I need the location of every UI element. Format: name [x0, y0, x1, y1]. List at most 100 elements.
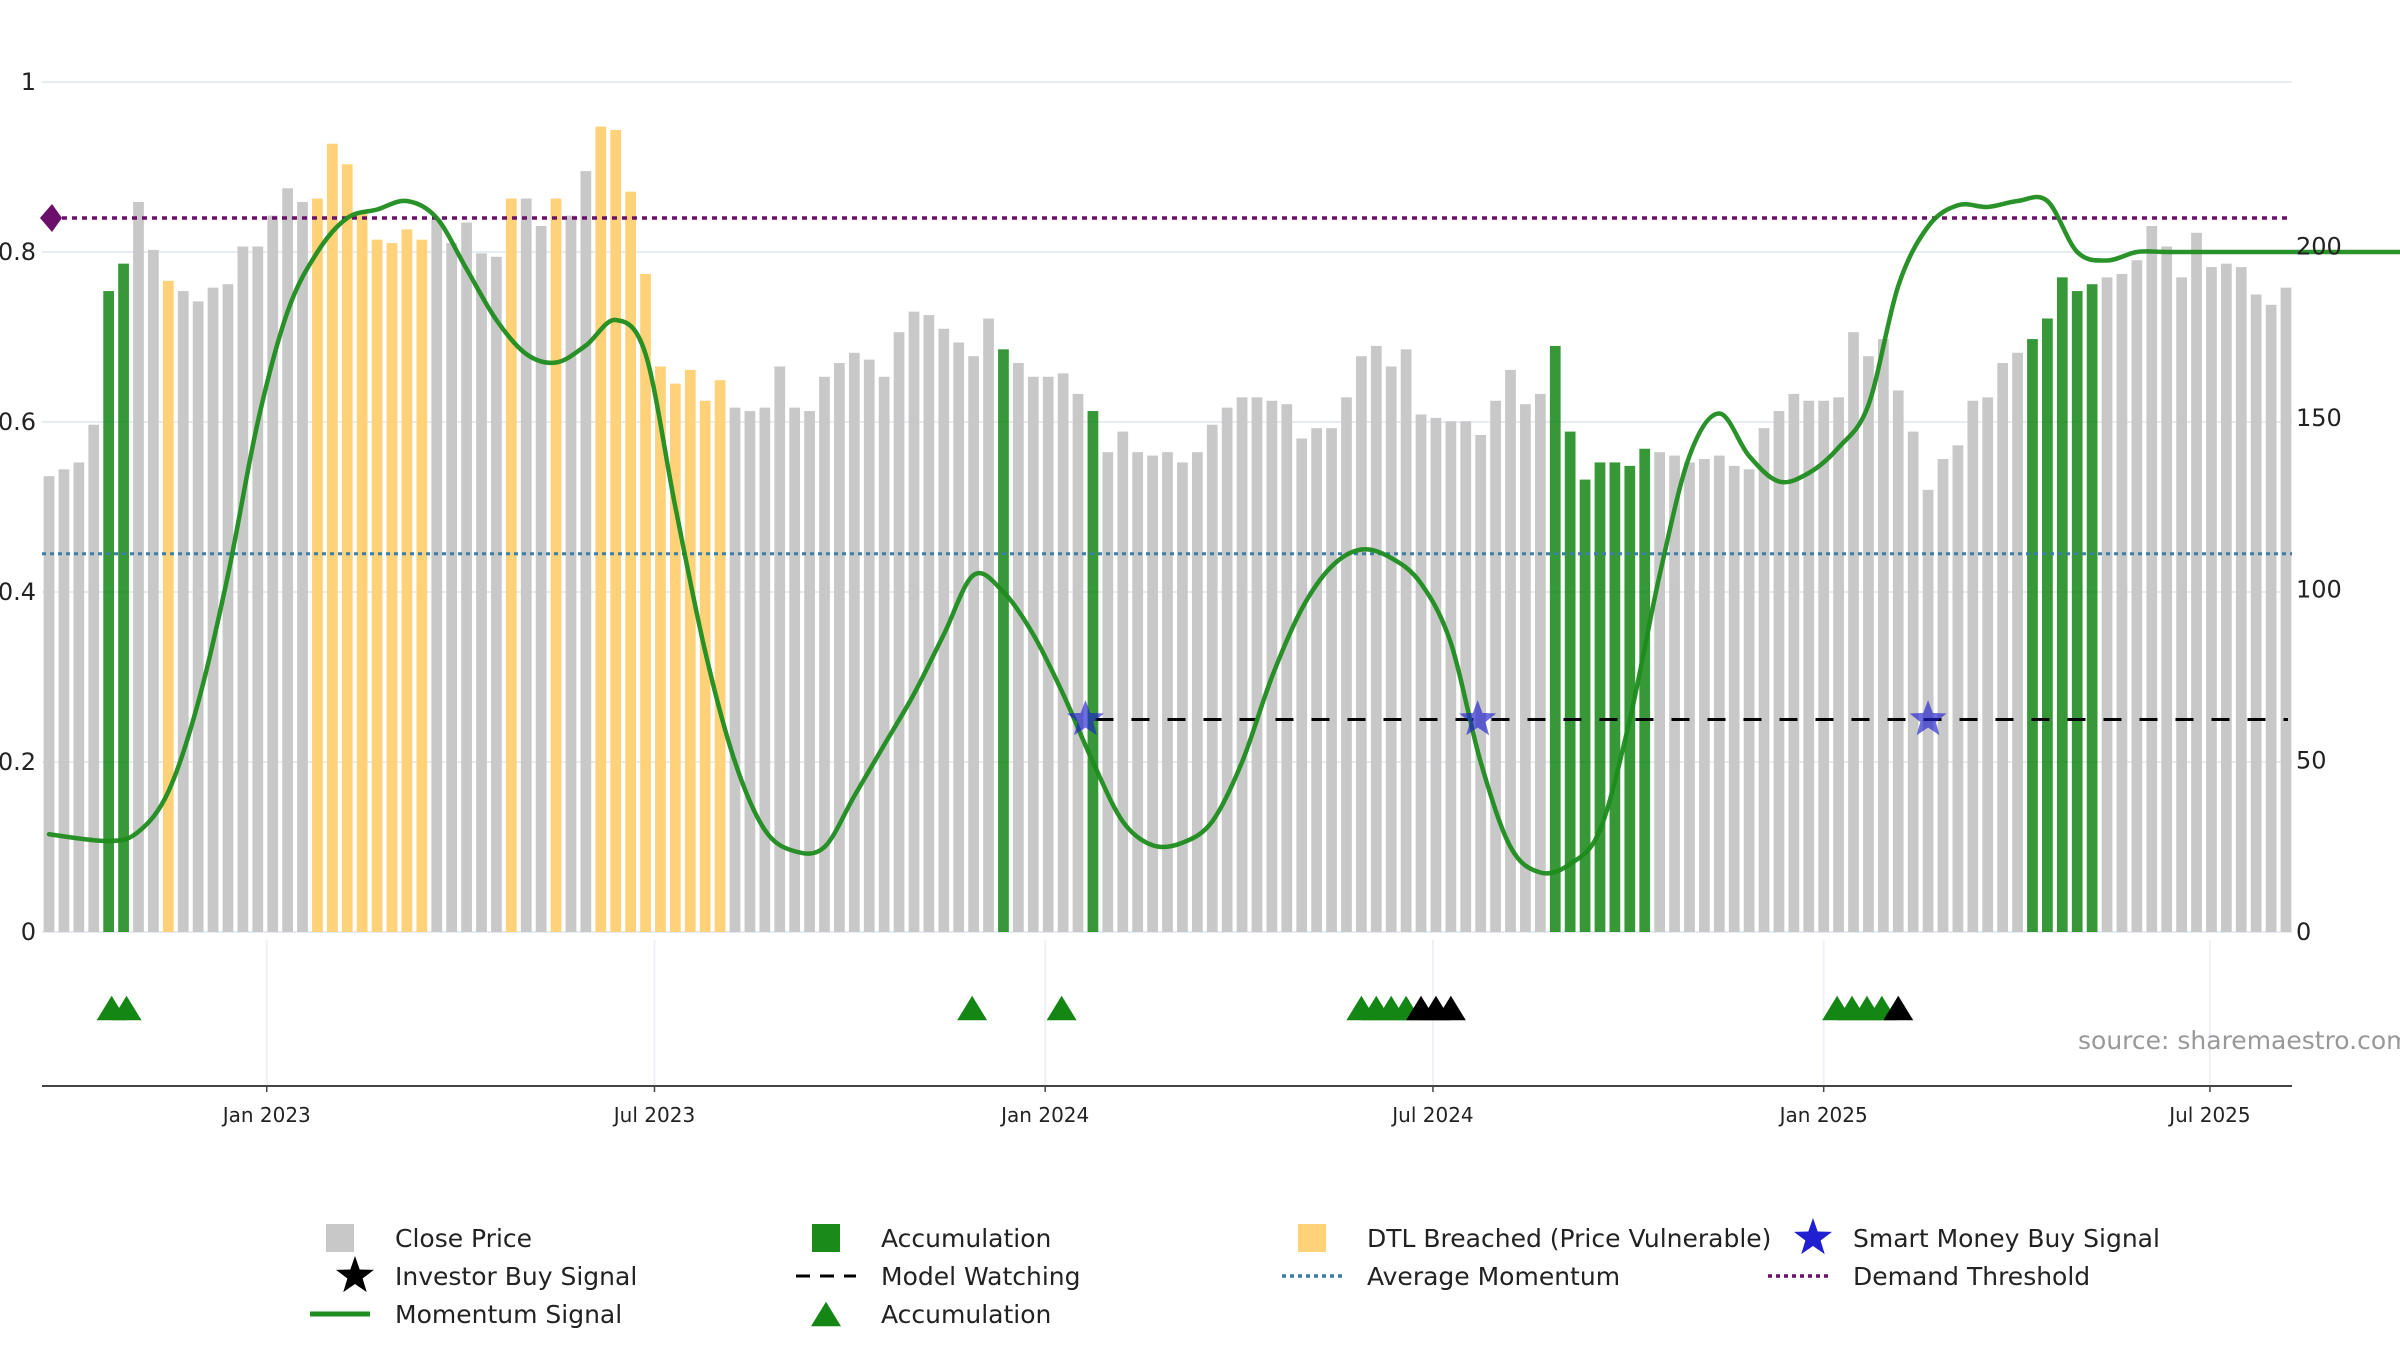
dtl-breached-bar	[625, 191, 636, 932]
reference-lines	[40, 204, 2292, 721]
close-price-bar	[88, 424, 100, 932]
smart-money-signals	[1066, 700, 1947, 736]
dtl-breached-bar	[401, 229, 413, 932]
left-axis-tick-label: 1	[21, 68, 36, 96]
close-price-bar	[983, 318, 994, 932]
accumulation-bar	[103, 291, 115, 932]
legend-label: Investor Buy Signal	[395, 1262, 637, 1291]
demand-threshold-marker	[40, 204, 62, 232]
close-price-bar	[207, 287, 219, 933]
close-price-bar	[908, 311, 920, 932]
close-price-bar	[1892, 390, 1904, 932]
close-price-bar	[252, 246, 264, 933]
right-axis-tick-label: 50	[2296, 747, 2327, 775]
close-price-bar	[1356, 356, 1367, 932]
close-price-bar	[1370, 345, 1382, 933]
close-price-bar	[1713, 455, 1725, 932]
legend-swatch-square	[812, 1224, 840, 1252]
legend-label: Close Price	[395, 1224, 532, 1253]
dtl-breached-bar	[640, 273, 651, 932]
left-axis-tick-label: 0.6	[0, 408, 36, 436]
accumulation-bar	[118, 263, 129, 933]
close-price-bar	[520, 198, 532, 933]
close-price-bar	[192, 301, 204, 932]
close-price-bar	[759, 407, 771, 932]
close-price-bar	[1132, 452, 1144, 932]
close-price-bar	[2235, 267, 2247, 932]
x-axis-tick-label: Jan 2023	[221, 1103, 311, 1127]
close-price-bar	[1475, 435, 1487, 932]
close-price-bar	[267, 215, 279, 932]
close-price-bar	[1162, 452, 1173, 932]
close-price-bar	[58, 469, 70, 932]
close-price-bar	[789, 407, 801, 932]
smart-money-buy-signal-star	[1909, 700, 1947, 736]
close-price-bar	[461, 222, 472, 933]
close-price-bar	[535, 225, 547, 933]
close-price-bar	[1296, 438, 1308, 932]
close-price-bar	[1490, 400, 1501, 932]
left-axis-tick-label: 0.4	[0, 578, 36, 606]
close-price-bar	[923, 315, 935, 932]
close-price-bar	[1191, 452, 1203, 932]
accumulation-bar	[1639, 448, 1651, 932]
close-price-bar	[1952, 445, 1964, 932]
close-price-bar	[774, 366, 786, 932]
close-price-bar	[1221, 407, 1233, 932]
close-price-bar	[73, 462, 85, 932]
close-price-bar	[1654, 452, 1666, 932]
x-axis-tick-label: Jul 2025	[2167, 1103, 2250, 1127]
close-price-bar	[893, 332, 905, 932]
dtl-breached-bar	[371, 239, 383, 933]
close-price-bar	[1341, 397, 1352, 932]
close-price-bar	[2206, 267, 2217, 932]
dtl-breached-bar	[356, 212, 368, 932]
close-price-bar	[1505, 369, 1516, 933]
close-price-bar	[1803, 400, 1815, 932]
accumulation-bar	[2071, 291, 2083, 932]
close-price-bar	[1728, 465, 1740, 932]
close-price-bar	[1042, 376, 1054, 932]
accumulation-bar	[2086, 284, 2098, 932]
close-price-bar	[1534, 393, 1546, 933]
momentum-signal	[46, 194, 2400, 876]
close-price-bar	[1012, 363, 1024, 932]
accumulation-bar	[2027, 339, 2038, 932]
dtl-breached-bar	[326, 143, 338, 932]
investor-buy-triangle	[1883, 995, 1914, 1021]
momentum-signal-line	[46, 194, 2400, 876]
smart-money-buy-signal-star	[1066, 700, 1104, 736]
x-axis-tick-label: Jan 2024	[999, 1103, 1089, 1127]
close-price-bar	[1415, 414, 1427, 932]
accumulation-triangle	[111, 995, 142, 1021]
close-price-bar	[1669, 455, 1680, 932]
right-axis-tick-label: 150	[2296, 404, 2342, 432]
close-price-bar	[1773, 411, 1785, 933]
dtl-breached-bar	[162, 280, 174, 933]
accumulation-bar	[2056, 277, 2068, 932]
close-price-bar	[744, 411, 756, 933]
accumulation-triangle	[957, 995, 988, 1021]
dtl-breached-bar	[610, 129, 622, 932]
right-axis-tick-label: 100	[2296, 575, 2342, 603]
right-axis-tick-label: 200	[2296, 233, 2342, 261]
legend-label: Smart Money Buy Signal	[1853, 1224, 2160, 1253]
dtl-breached-bar	[684, 369, 696, 933]
close-price-bar	[834, 363, 845, 932]
dtl-breached-bar	[714, 380, 726, 932]
close-price-bar	[1937, 459, 1949, 932]
close-price-bar	[2131, 260, 2143, 932]
close-price-bar	[1788, 393, 1800, 933]
left-axis-tick-label: 0	[21, 918, 36, 946]
legend-swatch-square	[326, 1224, 354, 1252]
close-price-bar	[1385, 366, 1397, 932]
close-price-bar	[2161, 246, 2173, 933]
close-price-bar	[237, 246, 249, 933]
close-price-bar	[133, 201, 144, 933]
close-price-bar	[1699, 459, 1710, 932]
close-price-bar	[2146, 225, 2158, 933]
close-price-bar	[953, 342, 965, 932]
accumulation-bar	[1594, 462, 1606, 932]
dtl-breached-bar	[312, 198, 323, 933]
